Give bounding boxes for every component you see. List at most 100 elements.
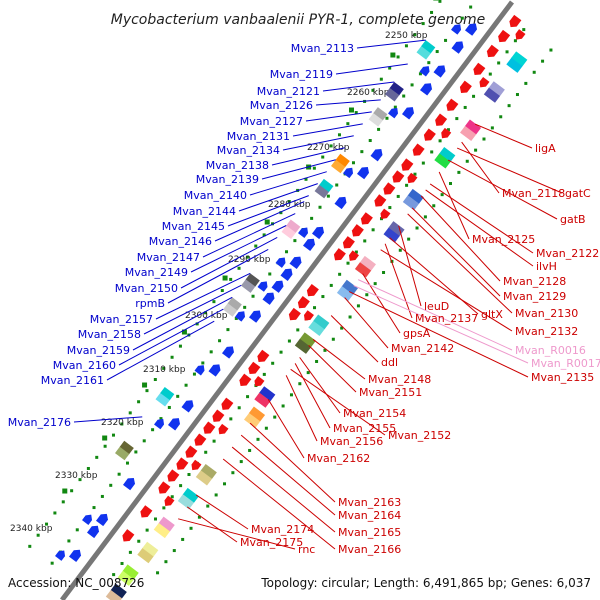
gene-arrow[interactable] [496, 29, 511, 45]
gene-arrow[interactable] [201, 421, 216, 437]
gene-arrow[interactable] [154, 416, 166, 430]
gene-arrow[interactable] [298, 225, 310, 238]
gene-box[interactable] [460, 119, 482, 142]
gene-arrow[interactable] [208, 362, 223, 377]
gene-label-mvan-2148[interactable]: Mvan_2148 [368, 373, 431, 386]
gene-arrow[interactable] [381, 182, 396, 197]
gene-label-mvan-2135[interactable]: Mvan_2135 [531, 371, 594, 384]
gene-arrow[interactable] [138, 505, 153, 520]
gene-label-mvan-2131[interactable]: Mvan_2131 [227, 130, 290, 143]
gene-arrow[interactable] [304, 283, 319, 299]
gene-arrow[interactable] [347, 250, 359, 263]
gene-arrow[interactable] [181, 397, 196, 413]
gene-box[interactable] [434, 147, 456, 169]
gene-label-gltx[interactable]: gltX [481, 308, 503, 321]
gene-arrow[interactable] [237, 373, 252, 389]
gene-box[interactable] [254, 386, 276, 408]
gene-arrow[interactable] [410, 143, 425, 158]
gene-arrow[interactable] [222, 344, 236, 359]
gene-label-mvan-2151[interactable]: Mvan_2151 [359, 386, 422, 399]
gene-label-gpsa[interactable]: gpsA [403, 327, 431, 340]
gene-arrow[interactable] [235, 309, 247, 322]
gene-label-mvan-2144[interactable]: Mvan_2144 [173, 205, 236, 218]
gene-label-mvan-2156[interactable]: Mvan_2156 [320, 435, 383, 448]
gene-box[interactable] [368, 107, 388, 127]
gene-arrow[interactable] [378, 208, 391, 222]
gene-label-mvan-2162[interactable]: Mvan_2162 [307, 452, 370, 465]
gene-label-mvan-2175[interactable]: Mvan_2175 [240, 536, 303, 549]
gene-arrow[interactable] [349, 224, 364, 239]
gene-arrow[interactable] [216, 423, 229, 437]
gene-box[interactable] [330, 153, 350, 174]
gene-label-mvan-2134[interactable]: Mvan_2134 [217, 144, 280, 157]
gene-arrow[interactable] [451, 39, 466, 54]
gene-arrow[interactable] [262, 290, 277, 305]
gene-arrow[interactable] [168, 415, 182, 431]
gene-label-mvan-2176[interactable]: Mvan_2176 [8, 416, 71, 429]
gene-label-mvan-2113[interactable]: Mvan_2113 [291, 42, 354, 55]
gene-arrow[interactable] [439, 127, 452, 141]
gene-label-gatc[interactable]: gatC [565, 187, 591, 200]
gene-arrow[interactable] [120, 529, 135, 544]
gene-label-mvan-2160[interactable]: Mvan_2160 [53, 359, 116, 372]
gene-arrow[interactable] [507, 14, 522, 30]
gene-arrow[interactable] [390, 170, 405, 185]
gene-box[interactable] [294, 332, 316, 354]
gene-box[interactable] [137, 541, 159, 564]
gene-label-mvan-2159[interactable]: Mvan_2159 [67, 344, 130, 357]
gene-arrow[interactable] [82, 512, 94, 525]
gene-box[interactable] [506, 51, 528, 73]
gene-label-mvan-2121[interactable]: Mvan_2121 [257, 85, 320, 98]
gene-box[interactable] [384, 81, 404, 102]
gene-box[interactable] [402, 188, 424, 211]
gene-arrow[interactable] [457, 80, 472, 96]
gene-arrow[interactable] [340, 236, 355, 251]
gene-arrow[interactable] [419, 64, 432, 77]
gene-arrow[interactable] [219, 397, 234, 413]
gene-arrow[interactable] [194, 363, 207, 376]
gene-arrow[interactable] [433, 63, 448, 78]
gene-arrow[interactable] [303, 236, 317, 252]
gene-arrow[interactable] [249, 308, 263, 323]
gene-label-mvan-2145[interactable]: Mvan_2145 [162, 220, 225, 233]
gene-label-gatb[interactable]: gatB [560, 213, 586, 226]
gene-label-mvan-2128[interactable]: Mvan_2128 [503, 275, 566, 288]
gene-arrow[interactable] [388, 106, 400, 119]
gene-label-mvan-2139[interactable]: Mvan_2139 [196, 173, 259, 186]
gene-box[interactable] [177, 487, 199, 510]
gene-label-mvan-2137[interactable]: Mvan_2137 [415, 312, 478, 325]
gene-box[interactable] [383, 221, 405, 243]
gene-box[interactable] [117, 564, 139, 586]
gene-arrow[interactable] [444, 98, 459, 114]
gene-arrow[interactable] [405, 172, 418, 186]
gene-label-mvan-2146[interactable]: Mvan_2146 [149, 235, 212, 248]
gene-arrow[interactable] [189, 459, 202, 473]
gene-arrow[interactable] [286, 307, 301, 323]
gene-label-mvan-2157[interactable]: Mvan_2157 [90, 313, 153, 326]
gene-label-mvan-2163[interactable]: Mvan_2163 [338, 496, 401, 509]
gene-arrow[interactable] [451, 22, 463, 35]
gene-arrow[interactable] [357, 164, 371, 180]
gene-label-ilvh[interactable]: ilvH [536, 260, 557, 273]
gene-arrow[interactable] [275, 255, 288, 268]
gene-arrow[interactable] [372, 194, 387, 209]
gene-arrow[interactable] [289, 254, 304, 269]
gene-label-mvan-2132[interactable]: Mvan_2132 [515, 325, 578, 338]
gene-label-leud[interactable]: leuD [424, 300, 449, 313]
gene-label-liga[interactable]: ligA [535, 142, 556, 155]
gene-box[interactable] [244, 406, 266, 429]
gene-label-mvan-2147[interactable]: Mvan_2147 [137, 251, 200, 264]
gene-box[interactable] [240, 273, 260, 293]
gene-box[interactable] [195, 463, 217, 486]
gene-label-mvan-2158[interactable]: Mvan_2158 [78, 328, 141, 341]
gene-arrow[interactable] [334, 194, 349, 210]
gene-arrow[interactable] [252, 376, 265, 389]
gene-label-mvan-2149[interactable]: Mvan_2149 [125, 266, 188, 279]
gene-arrow[interactable] [343, 165, 355, 179]
gene-arrow[interactable] [165, 469, 180, 484]
gene-label-mvan-2129[interactable]: Mvan_2129 [503, 290, 566, 303]
gene-label-mvan-r0017[interactable]: Mvan_R0017 [531, 357, 600, 370]
gene-arrow[interactable] [477, 77, 490, 90]
gene-arrow[interactable] [295, 295, 310, 311]
gene-arrow[interactable] [402, 104, 416, 120]
